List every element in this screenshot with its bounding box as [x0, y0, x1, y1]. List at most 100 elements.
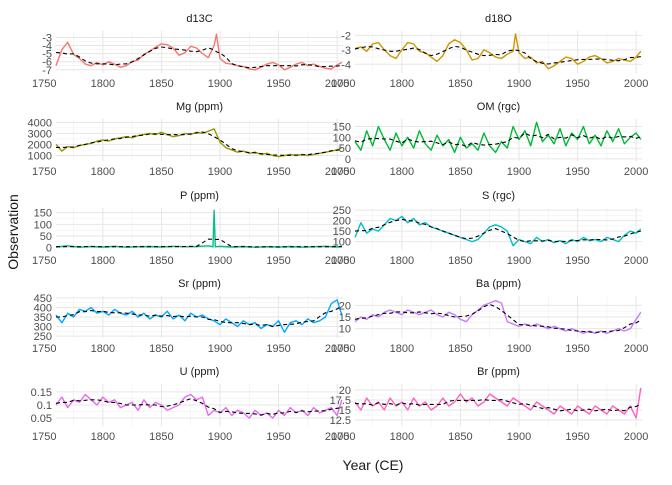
x-tick-label: 1900 — [208, 166, 232, 178]
x-tick-label: 2000 — [624, 255, 648, 267]
y-tick-label: 17.5 — [330, 395, 351, 407]
y-tick-label: 4000 — [28, 117, 52, 129]
x-tick-label: 1950 — [266, 255, 290, 267]
smoothed-trend-line — [56, 305, 343, 328]
grid-lines — [355, 208, 642, 250]
x-tick-label: 1950 — [565, 343, 589, 355]
y-tick-label: 100 — [34, 219, 52, 231]
y-tick-label: 0 — [46, 243, 52, 255]
y-tick-label: 3000 — [28, 128, 52, 140]
x-tick-label: 1900 — [208, 255, 232, 267]
y-tick-label: 450 — [34, 293, 52, 305]
y-tick-label: 15 — [339, 405, 351, 417]
grid-lines — [56, 296, 343, 338]
x-tick-label: 1800 — [390, 343, 414, 355]
smoothed-trend-line — [354, 303, 642, 333]
x-tick-label: 1900 — [208, 343, 232, 355]
x-tick-label: 1850 — [149, 343, 173, 355]
y-tick-label: -2 — [341, 30, 351, 42]
y-tick-label: 150 — [34, 208, 52, 220]
series-line — [354, 215, 642, 247]
x-tick-label: 1800 — [390, 255, 414, 267]
grid-lines — [355, 31, 642, 73]
x-tick-label: 1850 — [448, 166, 472, 178]
panel-2: Mg (ppm) 1750 1800 1850 1900 1950 2000 40003000… — [28, 101, 350, 178]
smoothed-trend-line — [55, 131, 342, 157]
x-tick-label: 1750 — [32, 343, 56, 355]
x-tick-label: 1800 — [91, 255, 115, 267]
y-tick-label: 350 — [34, 312, 52, 324]
series-line — [354, 387, 642, 419]
x-tick-label: 1800 — [390, 78, 414, 90]
series-line — [55, 393, 343, 419]
y-tick-label: -5 — [42, 49, 52, 61]
y-tick-label: 0.1 — [37, 400, 52, 412]
x-tick-label: 1950 — [565, 166, 589, 178]
y-tick-label: 2000 — [28, 139, 52, 151]
panel-5: S (rgc) 1750 1800 1850 1900 1950 2000 250200150… — [331, 190, 648, 267]
x-tick-label: 2000 — [624, 166, 648, 178]
series-line — [55, 209, 342, 248]
y-tick-label: 50 — [339, 143, 351, 155]
x-tick-label: 2000 — [624, 78, 648, 90]
y-tick-label: -7 — [42, 65, 52, 77]
x-tick-label: 1750 — [331, 431, 355, 443]
x-tick-label: 1800 — [91, 166, 115, 178]
panel-title: U (ppm) — [180, 366, 220, 378]
smoothed-trend-line — [354, 132, 641, 148]
x-tick-label: 1850 — [149, 166, 173, 178]
x-tick-label: 2000 — [624, 343, 648, 355]
grid-lines — [56, 384, 343, 426]
y-tick-label: 0.05 — [31, 413, 52, 425]
y-tick-label: -4 — [341, 59, 351, 71]
y-tick-label: 1000 — [28, 150, 52, 162]
x-tick-label: 2000 — [325, 255, 349, 267]
x-tick-label: 1950 — [565, 255, 589, 267]
x-tick-label: 1750 — [32, 166, 56, 178]
x-tick-label: 1850 — [149, 78, 173, 90]
y-tick-label: 15 — [339, 312, 351, 324]
y-tick-label: 150 — [333, 226, 351, 238]
x-tick-label: 1750 — [32, 431, 56, 443]
smoothed-trend-line — [354, 399, 642, 412]
panel-8: U (ppm) 1750 1800 1850 1900 1950 2000 0.150.10.… — [31, 366, 350, 443]
y-tick-label: 20 — [339, 300, 351, 312]
panel-title: Br (ppm) — [477, 366, 520, 378]
x-tick-label: 1850 — [149, 431, 173, 443]
y-tick-label: 400 — [34, 302, 52, 314]
panel-6: Sr (ppm) 1750 1800 1850 1900 1950 2000 45040035… — [32, 278, 349, 355]
panel-title: S (rgc) — [482, 190, 515, 202]
x-tick-label: 1750 — [32, 255, 56, 267]
x-tick-label: 1750 — [331, 78, 355, 90]
y-tick-label: -6 — [42, 57, 52, 69]
x-tick-label: 1900 — [507, 431, 531, 443]
series-line — [354, 33, 642, 70]
x-tick-label: 1900 — [507, 78, 531, 90]
x-tick-label: 1750 — [32, 78, 56, 90]
panel-title: P (ppm) — [180, 190, 219, 202]
grid-lines — [56, 31, 343, 73]
y-tick-label: 10 — [339, 324, 351, 336]
x-tick-label: 1800 — [91, 78, 115, 90]
x-tick-label: 1850 — [448, 431, 472, 443]
x-tick-label: 2000 — [325, 431, 349, 443]
y-tick-label: 0 — [345, 154, 351, 166]
y-tick-label: 150 — [333, 122, 351, 134]
y-tick-label: 12.5 — [330, 415, 351, 427]
panel-3: OM (rgc) 1750 1800 1850 1900 1950 2000 15010050… — [331, 101, 648, 178]
x-tick-label: 2000 — [325, 166, 349, 178]
x-tick-label: 1950 — [266, 343, 290, 355]
x-tick-label: 1900 — [507, 343, 531, 355]
y-tick-label: -3 — [341, 45, 351, 57]
x-tick-label: 1900 — [507, 166, 531, 178]
y-tick-label: 100 — [333, 237, 351, 249]
y-tick-label: 300 — [34, 322, 52, 334]
y-tick-label: 250 — [333, 205, 351, 217]
smoothed-trend-line — [55, 398, 342, 416]
x-tick-label: 1950 — [565, 431, 589, 443]
smoothed-trend-line — [354, 218, 641, 243]
